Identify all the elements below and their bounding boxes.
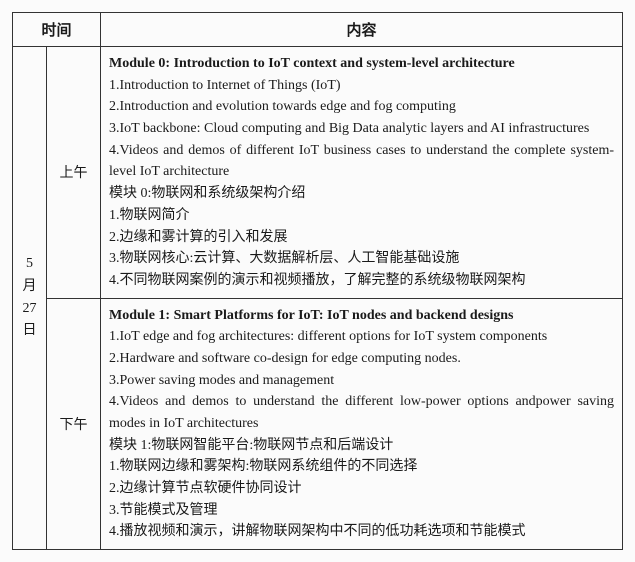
m1-en-2: 2.Hardware and software co-design for ed…	[109, 348, 614, 370]
m1-zh-4: 4.播放视频和演示，讲解物联网架构中不同的低功耗选项和节能模式	[109, 521, 614, 543]
content-afternoon: Module 1: Smart Platforms for IoT: IoT n…	[101, 298, 623, 550]
header-time: 时间	[13, 13, 101, 47]
m0-en-3: 3.IoT backbone: Cloud computing and Big …	[109, 118, 614, 140]
m1-zh-3: 3.节能模式及管理	[109, 500, 614, 522]
schedule-table: 时间 内容 5 月 27 日 上午 Module 0: Introduction…	[12, 12, 623, 550]
m1-en-1: 1.IoT edge and fog architectures: differ…	[109, 326, 614, 348]
m0-en-2: 2.Introduction and evolution towards edg…	[109, 96, 614, 118]
module1-title-zh: 模块 1:物联网智能平台:物联网节点和后端设计	[109, 435, 614, 457]
module1-title-en: Module 1: Smart Platforms for IoT: IoT n…	[109, 305, 614, 327]
m1-en-4: 4.Videos and demos to understand the dif…	[109, 391, 614, 434]
m1-en-3: 3.Power saving modes and management	[109, 370, 614, 392]
header-content: 内容	[101, 13, 623, 47]
module0-title-en: Module 0: Introduction to IoT context an…	[109, 53, 614, 75]
module0-title-zh: 模块 0:物联网和系统级架构介绍	[109, 183, 614, 205]
m0-en-1: 1.Introduction to Internet of Things (Io…	[109, 75, 614, 97]
m0-zh-4: 4.不同物联网案例的演示和视频播放，了解完整的系统级物联网架构	[109, 270, 614, 292]
m0-zh-1: 1.物联网简介	[109, 205, 614, 227]
m0-zh-2: 2.边缘和雾计算的引入和发展	[109, 227, 614, 249]
row-afternoon: 下午 Module 1: Smart Platforms for IoT: Io…	[13, 298, 623, 550]
m0-zh-3: 3.物联网核心:云计算、大数据解析层、人工智能基础设施	[109, 248, 614, 270]
m0-en-4: 4.Videos and demos of different IoT busi…	[109, 140, 614, 183]
header-row: 时间 内容	[13, 13, 623, 47]
m1-zh-1: 1.物联网边缘和雾架构:物联网系统组件的不同选择	[109, 456, 614, 478]
session-morning: 上午	[47, 47, 101, 299]
row-morning: 5 月 27 日 上午 Module 0: Introduction to Io…	[13, 47, 623, 299]
date-cell: 5 月 27 日	[13, 47, 47, 550]
session-afternoon: 下午	[47, 298, 101, 550]
m1-zh-2: 2.边缘计算节点软硬件协同设计	[109, 478, 614, 500]
content-morning: Module 0: Introduction to IoT context an…	[101, 47, 623, 299]
